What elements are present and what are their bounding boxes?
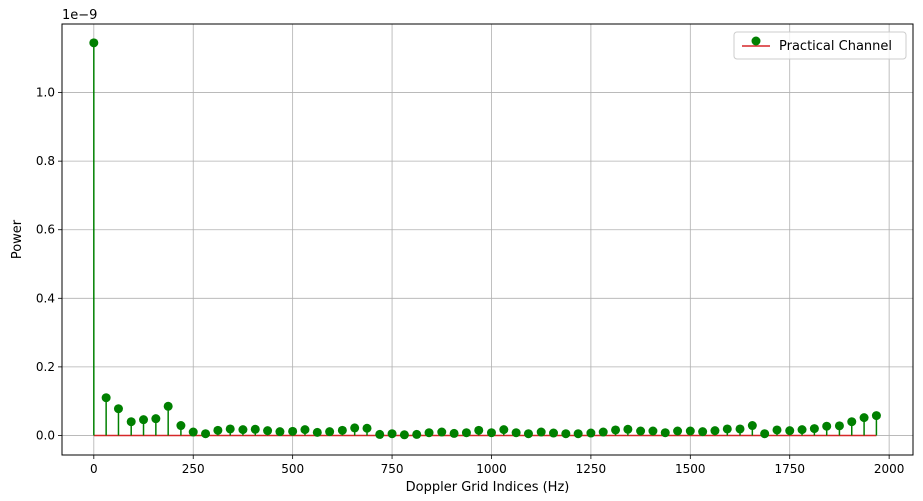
stem-marker [685,426,695,436]
x-tick-label: 1250 [576,462,607,476]
stem-marker [847,417,857,427]
stem-marker [213,425,223,435]
stem-marker [263,426,273,436]
stem-marker [871,411,881,421]
y-axis-offset-text: 1e−9 [62,8,97,23]
x-axis-ticks: 0 250 500 750 1000 1250 1500 1750 2000 [90,455,904,476]
stem-marker [636,426,646,436]
stem-marker [598,427,608,437]
stem-marker [859,413,869,423]
y-tick-label: 0.4 [36,291,55,305]
stem-marker [660,428,670,438]
y-tick-label: 0.8 [36,154,55,168]
stem-marker [113,404,123,414]
legend-entry-practical-channel: Practical Channel [779,39,892,54]
legend: Practical Channel [733,31,907,60]
stem-marker [362,423,372,433]
plot-frame [61,23,914,456]
stem-marker [834,421,844,431]
stem-marker [225,424,235,434]
legend-box [733,31,907,60]
stem-marker [387,429,397,439]
y-axis-label: Power [10,219,25,259]
y-tick-label: 0.2 [36,360,55,374]
stem-marker [238,425,248,435]
stem-marker [399,430,409,440]
stem-marker [722,424,732,434]
stem-marker [337,425,347,435]
stem-marker [698,427,708,437]
stem-marker [673,426,683,436]
stem-marker [151,414,161,424]
stem-marker [710,426,720,436]
stem-marker [586,428,596,438]
stem-marker [437,427,447,437]
x-tick-label: 500 [281,462,304,476]
stem-marker [809,424,819,434]
stem-marker [511,428,521,438]
y-tick-label: 1.0 [36,86,55,100]
stem-marker [611,425,621,435]
stem-marker [474,425,484,435]
y-tick-label: 0.6 [36,223,55,237]
stem-marker [250,424,260,434]
grid-lines [62,24,913,455]
x-axis-label: Doppler Grid Indices (Hz) [406,480,570,495]
stem-marker [375,429,385,439]
stem-marker [735,424,745,434]
stem-marker [747,421,757,431]
stem-marker [201,429,211,439]
stem-marker [461,428,471,438]
stem-marker [486,428,496,438]
stem-marker [325,427,335,437]
stem-lines [93,42,878,436]
stem-marker [300,425,310,435]
stem-marker [499,425,509,435]
stem-marker [412,429,422,439]
x-tick-label: 1500 [675,462,706,476]
stem-marker [188,427,198,437]
stem-markers [89,38,881,440]
x-tick-label: 2000 [874,462,905,476]
x-tick-label: 1000 [476,462,507,476]
stem-marker [163,401,173,411]
stem-marker [623,424,633,434]
stem-marker [139,415,149,425]
x-tick-label: 250 [182,462,205,476]
stem-marker [523,429,533,439]
stem-marker [312,427,322,437]
legend-marker-swatch [751,36,761,46]
stem-marker [350,423,360,433]
stem-marker [561,429,571,439]
stem-marker [549,428,559,438]
stem-marker [288,426,298,436]
x-tick-label: 1750 [774,462,805,476]
stem-marker [275,427,285,437]
x-tick-label: 750 [381,462,404,476]
y-tick-label: 0.0 [36,428,55,442]
stem-marker [126,417,136,427]
x-tick-label: 0 [90,462,98,476]
stem-marker [424,428,434,438]
stem-marker [797,425,807,435]
stem-marker [573,429,583,439]
stem-marker [822,421,832,431]
stem-marker [89,38,99,48]
stem-marker [449,428,459,438]
y-axis-ticks: 0.0 0.2 0.4 0.6 0.8 1.0 [36,86,62,442]
stem-marker [536,427,546,437]
stem-marker [648,426,658,436]
stem-marker [760,429,770,439]
stem-marker [772,425,782,435]
stem-marker [785,426,795,436]
stem-marker [176,421,186,431]
stem-marker [101,393,111,403]
